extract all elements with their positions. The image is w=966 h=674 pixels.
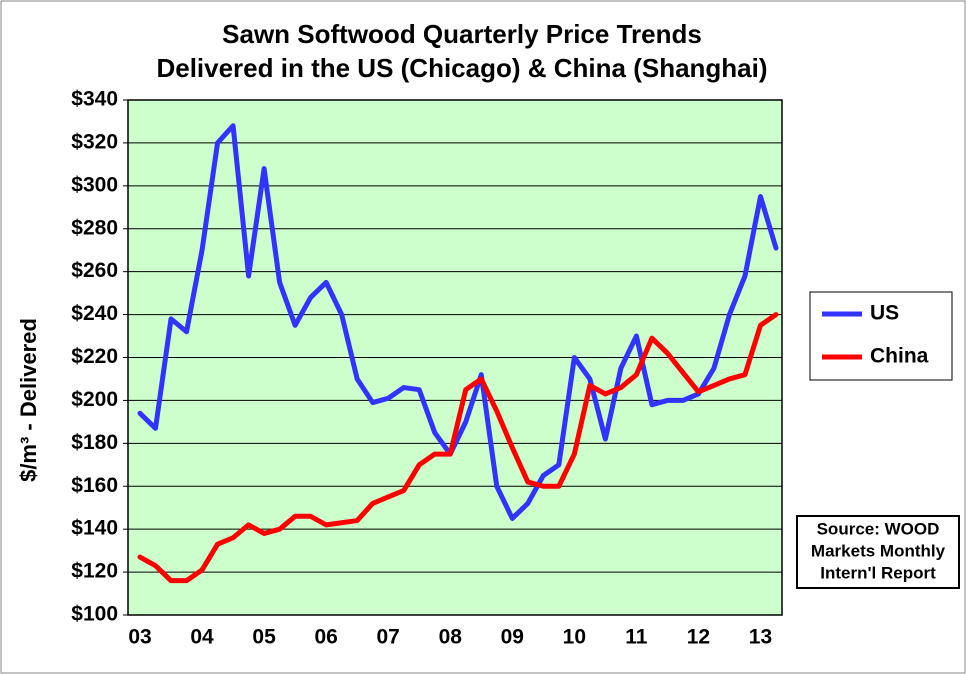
x-tick-label: 13 [749,626,772,649]
source-note: Markets Monthly [811,541,946,560]
legend-label: China [870,345,929,368]
chart-title: Sawn Softwood Quarterly Price Trends [222,19,702,49]
x-tick-label: 03 [128,626,151,649]
source-box [796,515,960,589]
source-note: Intern'l Report [820,563,936,582]
x-tick-label: 05 [252,626,276,649]
legend [809,291,953,381]
line-series [137,312,779,584]
x-tick-label: 07 [377,626,400,649]
y-tick-label: $200 [71,388,118,411]
x-tick-label: 08 [439,626,463,649]
x-tick-label: 04 [190,626,214,649]
x-tick-label: 10 [563,626,586,649]
y-tick-label: $120 [71,560,118,583]
y-tick-label: $140 [71,517,118,540]
line-series [137,123,779,521]
y-axis-label: $/m³ - Delivered [16,318,41,482]
y-tick-label: $300 [71,173,118,196]
y-tick-label: $100 [71,603,118,626]
chart-title: Delivered in the US (Chicago) & China (S… [156,53,767,83]
y-tick-label: $240 [71,302,118,325]
y-tick-label: $320 [71,130,118,153]
x-tick-label: 11 [625,626,648,649]
y-tick-label: $260 [71,259,118,282]
source-note: Source: WOOD [817,519,940,538]
x-tick-label: 06 [314,626,337,649]
y-tick-label: $280 [71,216,118,239]
plot-border [127,99,783,616]
y-tick-label: $220 [71,345,118,368]
x-tick-label: 12 [687,626,710,649]
legend-label: US [870,302,899,325]
y-tick-label: $160 [71,474,118,497]
y-tick-label: $180 [71,431,118,454]
y-tick-label: $340 [71,88,118,111]
x-tick-label: 09 [501,626,524,649]
